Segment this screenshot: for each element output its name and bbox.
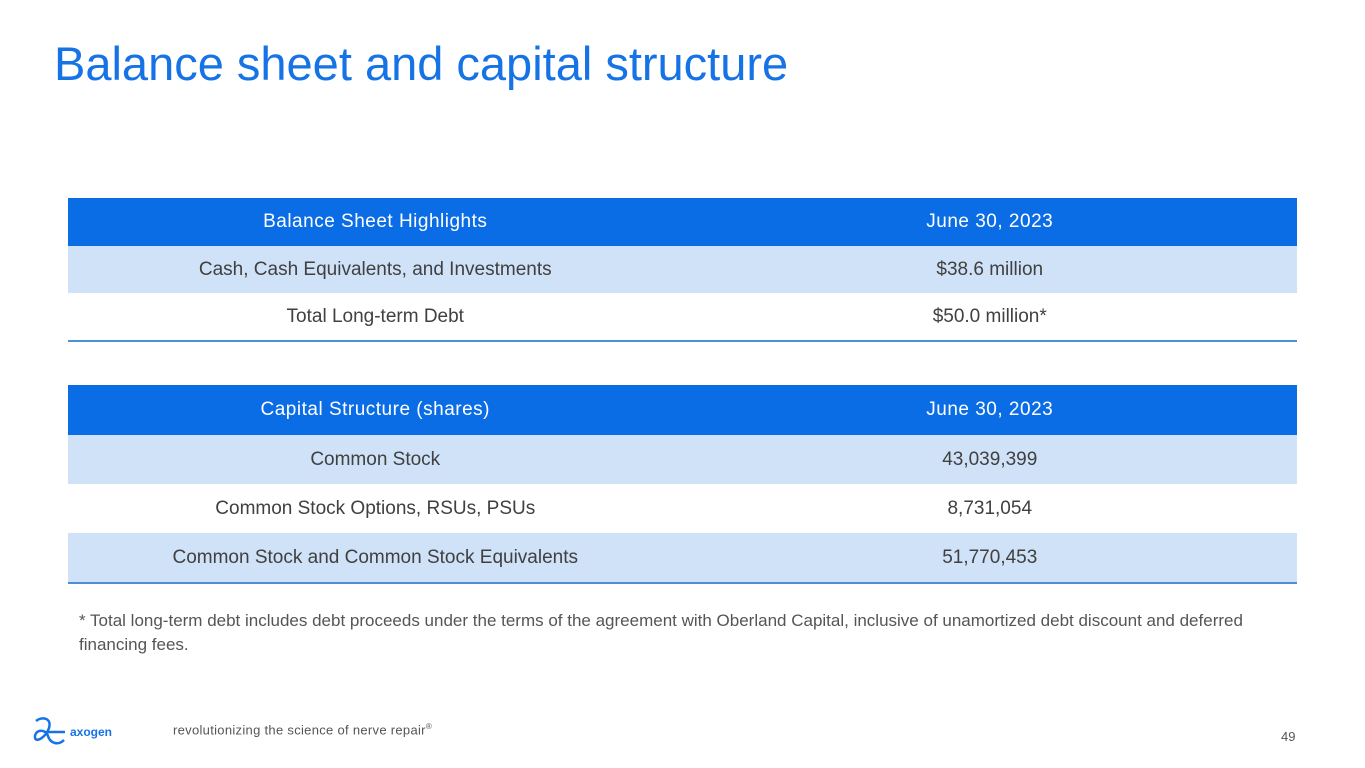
row-label: Cash, Cash Equivalents, and Investments <box>68 246 683 293</box>
row-label: Common Stock Options, RSUs, PSUs <box>215 497 536 519</box>
table-row: Total Long-term Debt $50.0 million* <box>68 293 1297 342</box>
column-header: June 30, 2023 <box>682 198 1297 246</box>
axogen-symbol-icon <box>33 717 65 745</box>
registered-mark: ® <box>425 722 433 731</box>
table-row: Common Stock 43,039,399 <box>68 435 1297 484</box>
page-number: 49 <box>1281 729 1296 744</box>
row-label: Total Long-term Debt <box>68 293 683 342</box>
row-label: Common Stock and Common Stock Equivalent… <box>68 533 683 584</box>
column-header: Balance Sheet Highlights <box>68 198 683 246</box>
logo-text: axogen <box>70 725 113 739</box>
footnote: * Total long-term debt includes debt pro… <box>79 611 1243 654</box>
table-row: Common Stock and Common Stock Equivalent… <box>68 533 1297 584</box>
page-title: Balance sheet and capital structure <box>54 37 789 90</box>
row-value: $50.0 million* <box>682 293 1297 342</box>
column-header: Capital Structure (shares) <box>68 385 683 435</box>
tagline: revolutionizing the science of nerve rep… <box>173 722 432 737</box>
table-row: Cash, Cash Equivalents, and Investments $… <box>68 246 1297 293</box>
table-row: Common Stock Options, RSUs, PSUs 8,731,05… <box>68 484 1297 533</box>
row-label: Common Stock <box>68 435 683 484</box>
tagline-text: revolutionizing the science of nerve rep… <box>173 722 426 738</box>
balance-sheet-table: Balance Sheet Highlights June 30, 2023 C… <box>68 198 1297 342</box>
row-value: 8,731,054 <box>947 497 1033 519</box>
row-value: 43,039,399 <box>682 435 1297 484</box>
row-value: 51,770,453 <box>682 533 1297 584</box>
axogen-logo: axogen <box>32 716 112 748</box>
capital-structure-table: Capital Structure (shares) June 30, 2023… <box>68 385 1297 584</box>
column-header: June 30, 2023 <box>682 385 1297 435</box>
row-value: $38.6 million <box>682 246 1297 293</box>
